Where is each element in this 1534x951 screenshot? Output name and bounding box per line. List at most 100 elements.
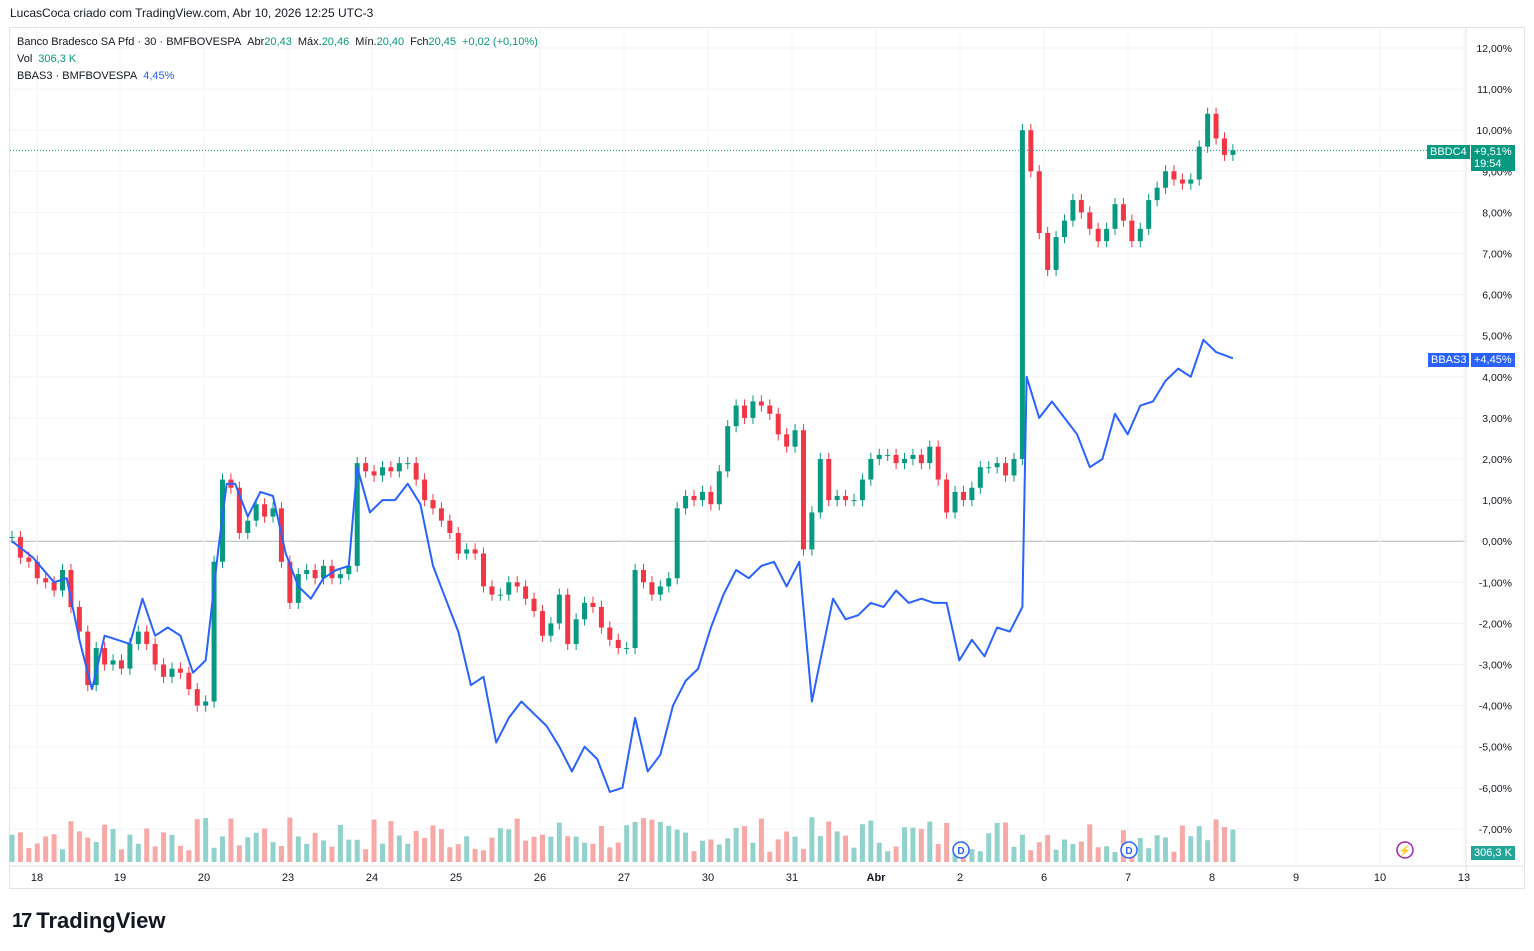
candle-body [76, 606, 82, 632]
volume-bar [548, 836, 554, 862]
candle-body [43, 578, 49, 583]
volume-bar [514, 818, 520, 862]
event-marker[interactable] [1396, 841, 1414, 859]
volume-bar [354, 839, 360, 862]
volume-bar [758, 818, 764, 862]
volume-bar [220, 836, 225, 862]
volume-bar [1188, 836, 1194, 862]
x-tick-label: 23 [282, 872, 294, 884]
volume-bar [944, 822, 950, 862]
volume-bar [228, 818, 234, 862]
candle-body [1078, 200, 1084, 213]
candle-body [321, 565, 327, 579]
volume-bar [977, 851, 983, 862]
candle-body [379, 467, 385, 476]
candle-body [144, 631, 150, 644]
volume-bar [1213, 819, 1219, 862]
event-marker-label: ⚡ [1399, 844, 1411, 857]
event-marker[interactable] [952, 841, 970, 859]
volume-bar [800, 848, 806, 862]
candle-body [531, 598, 537, 612]
candle-body [472, 549, 478, 554]
volume-bar [1163, 837, 1169, 862]
volume-bar [590, 843, 596, 862]
volume-bar [649, 819, 655, 862]
volume-bar [102, 824, 108, 862]
volume-bar [17, 832, 23, 862]
candle-body [691, 495, 697, 501]
candle-body [413, 463, 419, 480]
candle-body [135, 631, 141, 644]
candle-body [1062, 220, 1067, 238]
tradingview-logo[interactable]: 17 TradingView [12, 908, 165, 934]
candle-body [952, 491, 958, 513]
candle-body [497, 594, 503, 596]
legend-open: Abr20,43 [247, 36, 292, 48]
volume-bar [893, 846, 899, 862]
candle-body [1196, 146, 1202, 180]
candle-body [876, 454, 882, 459]
candle-body [977, 467, 983, 488]
volume-bar [598, 825, 604, 862]
volume-bar [666, 825, 672, 862]
candle-body [481, 553, 487, 587]
candle-body [93, 648, 99, 686]
candle-body [918, 454, 924, 464]
candle-body [110, 660, 116, 665]
candle-body [287, 561, 293, 603]
volume-bar [295, 836, 301, 862]
volume-bar [135, 843, 141, 862]
candle-body [245, 520, 251, 533]
volume-bar [910, 827, 916, 862]
volume-bar [843, 835, 849, 862]
y-tick-label: 8,00% [1482, 207, 1512, 219]
legend-high: Máx.20,46 [297, 36, 350, 48]
volume-bar [26, 847, 32, 862]
volume-bar [447, 847, 453, 862]
candle-body [371, 471, 377, 476]
candle-body [767, 405, 773, 414]
candle-body [986, 467, 992, 469]
volume-bar [1028, 850, 1034, 862]
tradingview-wordmark: TradingView [36, 908, 166, 933]
volume-bar [245, 837, 251, 862]
volume-bar [253, 832, 259, 862]
candle-body [506, 582, 512, 595]
volume-bar [329, 846, 335, 862]
volume-bar [506, 829, 512, 862]
volume-bar [750, 842, 756, 862]
candle-body [270, 508, 276, 517]
candle-body [548, 623, 554, 636]
candle-body [1146, 200, 1152, 229]
volume-bar [203, 818, 209, 862]
candle-body [1129, 220, 1135, 242]
volume-bar [379, 843, 385, 862]
legend-symbol[interactable]: Banco Bradesco SA Pfd · 30 · BMFBOVESPA [17, 36, 242, 48]
legend-low: Mín.20,40 [355, 36, 405, 48]
volume-bar [321, 840, 327, 862]
event-marker[interactable] [1120, 841, 1138, 859]
volume-bar [641, 818, 646, 862]
x-tick-label: 6 [1041, 872, 1047, 884]
volume-bar [312, 832, 318, 862]
candle-body [262, 504, 268, 517]
y-tick-label: -3,00% [1479, 660, 1512, 672]
volume-bar [817, 836, 823, 862]
volume-bar [927, 821, 933, 862]
candle-body [161, 664, 167, 677]
y-tick-label: -4,00% [1479, 701, 1512, 713]
legend-compare-symbol[interactable]: BBAS3 · BMFBOVESPA [17, 70, 138, 82]
chart-legend: Banco Bradesco SA Pfd · 30 · BMFBOVESPA … [17, 34, 538, 85]
legend-volume-row: Vol 306,3 K [17, 51, 538, 68]
volume-bar [632, 821, 638, 862]
volume-bar [430, 825, 436, 862]
candle-body [422, 479, 428, 501]
legend-volume-label[interactable]: Vol [17, 53, 33, 65]
volume-bar [531, 836, 537, 862]
volume-bar [969, 849, 975, 862]
volume-bar [851, 847, 857, 862]
candle-body [539, 611, 545, 636]
volume-bar [1095, 847, 1101, 862]
volume-bar [51, 834, 57, 862]
